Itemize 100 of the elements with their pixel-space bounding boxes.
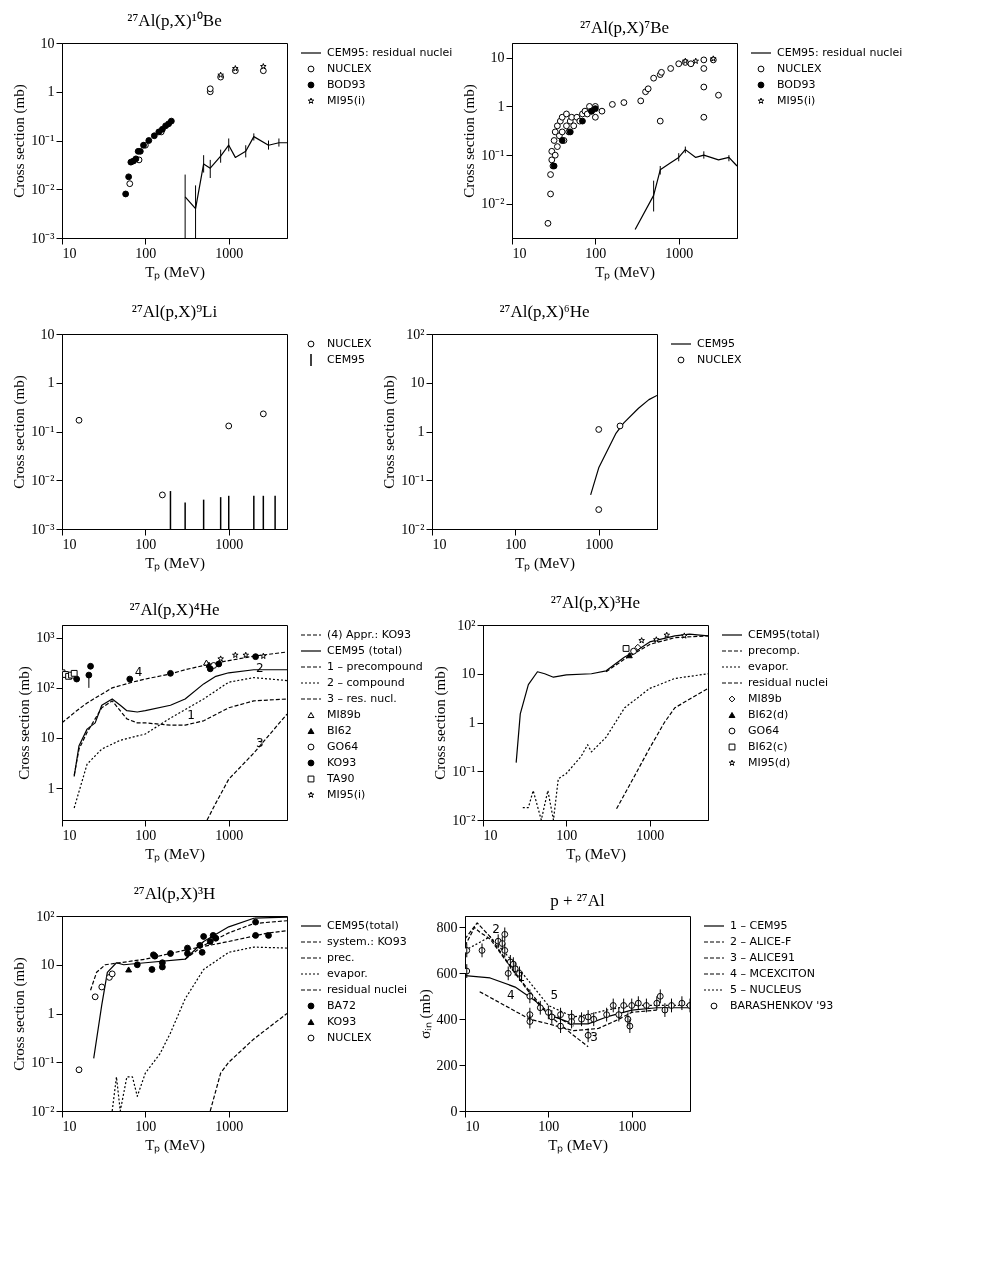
x-tick-label: 10 [62,1118,77,1134]
y-tick-label: 800 [436,919,458,935]
y-tick-label: 10² [36,680,55,696]
x-tick-label: 100 [135,1118,157,1134]
y-tick-label: 0 [450,1103,458,1119]
x-tick-label: 1000 [215,827,244,843]
annotation: 2 [492,921,500,936]
y-tick-label: 10⁻³ [31,521,55,537]
legend-label: prec. [327,951,355,964]
legend-label: CEM95: residual nuclei [327,46,453,59]
legend-label: 3 – ALICE91 [730,951,796,964]
legend-label: 2 – ALICE-F [730,935,792,948]
annotation: 5 [550,988,559,1003]
x-axis-title: Tₚ (MeV) [595,263,655,281]
legend-label: GO64 [327,740,359,753]
legend-label: precomp. [748,644,801,657]
legend-label: residual nuclei [327,983,407,996]
y-tick-label: 1 [47,84,55,100]
legend-label: NUCLEX [697,353,743,366]
x-axis-title: Tₚ (MeV) [145,1136,205,1154]
legend-label: BOD93 [327,78,366,91]
y-tick-label: 10⁻¹ [401,472,425,488]
legend-label: 1 – CEM95 [730,919,788,932]
y-tick-label: 1 [497,98,505,114]
y-tick-label: 10² [406,326,425,342]
y-tick-label: 10 [410,375,425,391]
x-axis-title: Tₚ (MeV) [566,845,626,863]
x-tick-label: 1000 [665,245,694,261]
legend-label: CEM95: residual nuclei [777,46,903,59]
y-tick-label: 10⁻² [31,1103,55,1119]
legend-label: MI95(i) [777,94,816,107]
y-axis-title: Cross section (mb) [432,666,450,780]
y-tick-label: 10 [40,35,55,51]
y-axis-title: Cross section (mb) [461,84,479,198]
y-axis-title: Cross section (mb) [11,375,29,489]
y-tick-label: 10⁻² [481,196,505,212]
legend-label: 5 – NUCLEUS [730,983,802,996]
y-tick-label: 10⁻² [452,812,476,828]
chart-title: ²⁷Al(p,X)¹⁰Be [127,11,222,30]
legend-label: CEM95(total) [748,628,820,641]
x-tick-label: 100 [556,827,578,843]
y-tick-label: 10⁻² [31,472,55,488]
x-tick-label: 100 [135,245,157,261]
legend-label: MI95(i) [327,788,366,801]
legend-label: 3 – res. nucl. [327,692,397,705]
x-tick-label: 10 [62,827,77,843]
chart-title: ²⁷Al(p,X)³He [550,593,641,612]
chart-title: ²⁷Al(p,X)³H [133,884,216,903]
x-tick-label: 100 [135,536,157,552]
x-tick-label: 100 [538,1118,560,1134]
y-tick-label: 1 [417,424,425,439]
y-axis-title: σᵢₙ (mb) [416,989,434,1039]
x-tick-label: 1000 [618,1118,647,1134]
legend-label: 4 – MCEXCITON [730,967,815,980]
legend-label: KO93 [327,756,357,769]
y-tick-label: 10⁻¹ [31,424,55,439]
y-axis-title: Cross section (mb) [11,957,29,1071]
annotation: 3 [590,1029,598,1044]
legend-label: CEM95 [697,337,736,350]
legend-label: CEM95(total) [327,919,399,932]
y-axis-title: Cross section (mb) [11,84,29,198]
legend-label: GO64 [748,724,780,737]
y-tick-label: 1 [47,780,55,796]
x-tick-label: 100 [135,827,157,843]
chart-title: ²⁷Al(p,X)⁴He [129,600,220,619]
x-axis-title: Tₚ (MeV) [145,554,205,572]
x-tick-label: 10 [62,536,77,552]
legend-label: BOD93 [777,78,816,91]
x-axis-title: Tₚ (MeV) [548,1136,608,1154]
legend-label: NUCLEX [327,62,373,75]
legend-label: KO93 [327,1015,357,1028]
legend-label: (4) Appr.: KO93 [327,628,412,641]
y-tick-label: 400 [436,1011,458,1027]
legend-label: NUCLEX [777,62,823,75]
legend-label: MI89b [327,708,361,721]
y-tick-label: 10 [40,326,55,342]
y-tick-label: 10⁻³ [31,230,55,246]
legend-label: MI89b [748,692,782,705]
chart-title: ²⁷Al(p,X)⁹Li [131,302,218,321]
legend-label: BARASHENKOV '93 [730,999,834,1012]
x-tick-label: 1000 [585,536,614,552]
legend-label: BA72 [327,999,357,1012]
x-axis-title: Tₚ (MeV) [145,263,205,281]
legend-label: residual nuclei [748,676,828,689]
x-tick-label: 10 [512,245,527,261]
y-axis-title: Cross section (mb) [381,375,399,489]
x-tick-label: 1000 [215,1118,244,1134]
legend-label: 2 – compound [327,676,405,689]
legend-label: MI95(d) [748,756,791,769]
y-tick-label: 1 [468,715,476,730]
legend-label: CEM95 (total) [327,644,403,657]
legend-label: NUCLEX [327,1031,373,1044]
annotation: 4 [134,665,143,680]
x-tick-label: 100 [585,245,607,261]
annotation: 4 [506,988,515,1003]
x-tick-label: 1000 [215,245,244,261]
y-tick-label: 1 [47,375,55,391]
legend-label: BI62(c) [748,740,788,753]
y-tick-label: 10 [40,730,55,746]
x-axis-title: Tₚ (MeV) [515,554,575,572]
